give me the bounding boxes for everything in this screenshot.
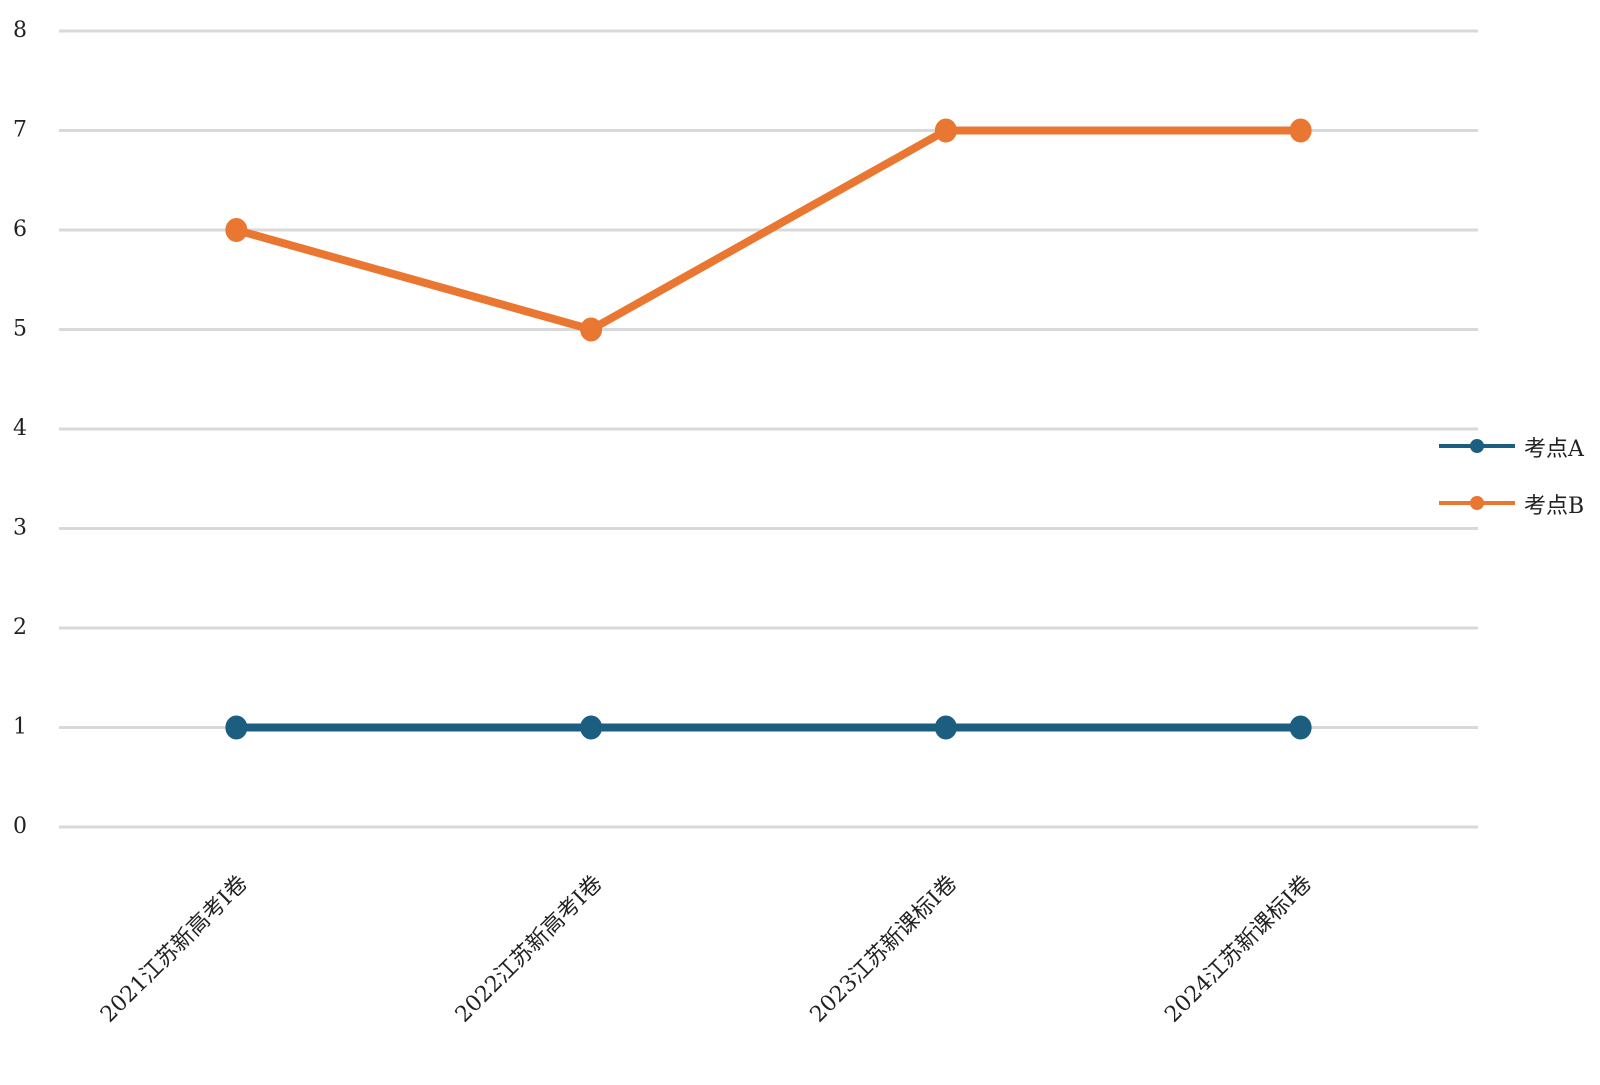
- point: [1289, 118, 1312, 143]
- y-tick-label: 6: [13, 217, 27, 242]
- legend-marker: [1470, 439, 1484, 453]
- point: [580, 317, 603, 342]
- point: [580, 715, 603, 740]
- point: [225, 715, 248, 740]
- point: [1289, 715, 1312, 740]
- point: [934, 118, 957, 143]
- x-tick-label: 2023江苏新课标I卷: [806, 871, 963, 1028]
- series-line: [235, 126, 1301, 334]
- legend-marker: [1470, 496, 1484, 510]
- y-tick-label: 7: [13, 118, 27, 143]
- y-tick-label: 2: [13, 615, 27, 640]
- legend-label: 考点B: [1524, 494, 1584, 519]
- y-tick-label: 3: [13, 516, 27, 541]
- point: [934, 715, 957, 740]
- y-tick-label: 5: [13, 317, 27, 342]
- y-tick-label: 1: [13, 715, 27, 740]
- x-tick-label: 2021江苏新高考I卷: [96, 871, 253, 1028]
- legend-label: 考点A: [1524, 437, 1585, 462]
- y-tick-label: 4: [13, 416, 27, 441]
- point: [225, 218, 248, 242]
- y-tick-label: 8: [13, 18, 27, 43]
- y-tick-label: 0: [13, 814, 27, 839]
- x-tick-label: 2022江苏新高考I卷: [451, 871, 608, 1028]
- x-tick-label: 2024江苏新课标I卷: [1160, 871, 1317, 1028]
